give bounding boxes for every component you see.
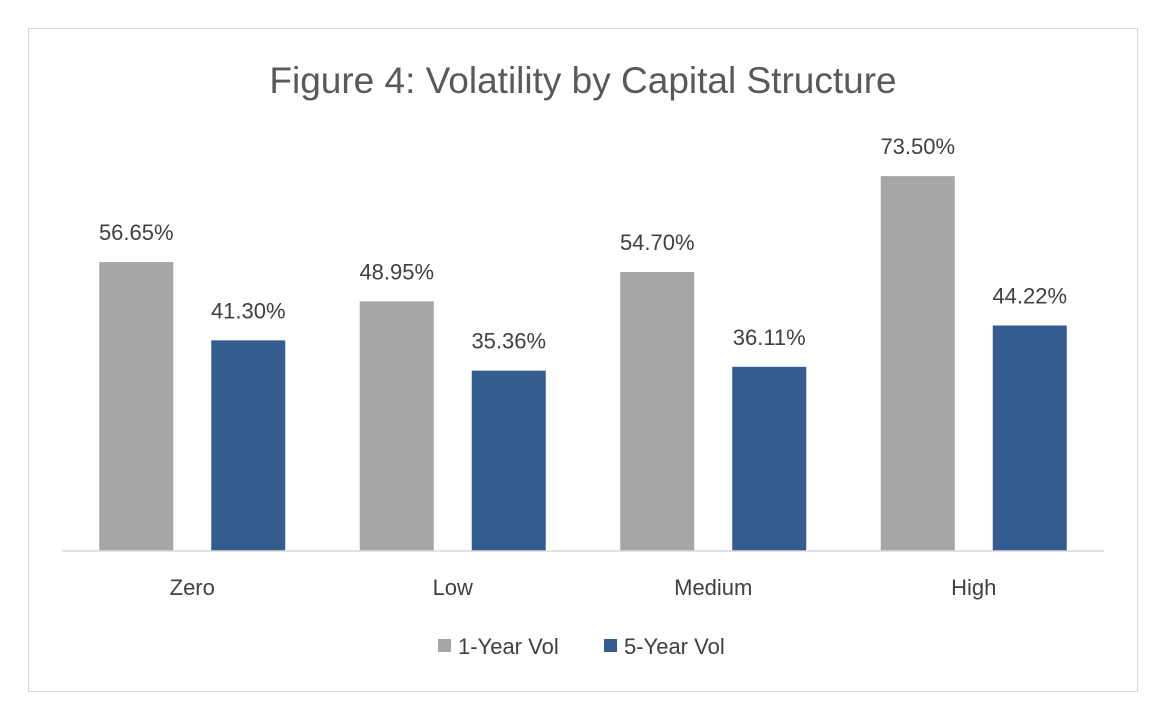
category-label-zero: Zero [170, 575, 215, 600]
bar-5-year-vol-medium [732, 366, 807, 551]
bar-1-year-vol-high [880, 176, 955, 551]
bar-1-year-vol-medium [620, 272, 695, 551]
data-label-1-year-vol-medium: 54.70% [620, 230, 695, 255]
data-label-1-year-vol-zero: 56.65% [99, 220, 174, 245]
category-labels-group: Zero Low Medium High [170, 575, 997, 600]
bar-5-year-vol-zero [211, 340, 286, 551]
legend-label-1-year-vol: 1-Year Vol [458, 634, 559, 659]
legend-label-5-year-vol: 5-Year Vol [624, 634, 725, 659]
data-label-5-year-vol-high: 44.22% [992, 283, 1067, 308]
category-label-high: High [951, 575, 996, 600]
chart-title: Figure 4: Volatility by Capital Structur… [269, 60, 896, 101]
legend-swatch-1-year-vol [438, 639, 451, 652]
bar-1-year-vol-zero [99, 262, 174, 551]
data-label-1-year-vol-low: 48.95% [359, 259, 434, 284]
category-label-low: Low [433, 575, 473, 600]
bars-group [99, 176, 1067, 551]
bar-5-year-vol-low [471, 370, 546, 551]
data-label-5-year-vol-medium: 36.11% [733, 325, 806, 350]
legend: 1-Year Vol 5-Year Vol [438, 634, 725, 659]
data-label-5-year-vol-zero: 41.30% [211, 298, 286, 323]
value-labels-group: 56.65% 41.30% 48.95% 35.36% 54.70% 36.11% 73.5… [99, 134, 1067, 354]
category-label-medium: Medium [674, 575, 752, 600]
bar-1-year-vol-low [359, 301, 434, 551]
bar-5-year-vol-high [992, 325, 1067, 551]
data-label-5-year-vol-low: 35.36% [471, 329, 546, 354]
data-label-1-year-vol-high: 73.50% [880, 134, 955, 159]
legend-swatch-5-year-vol [604, 639, 617, 652]
